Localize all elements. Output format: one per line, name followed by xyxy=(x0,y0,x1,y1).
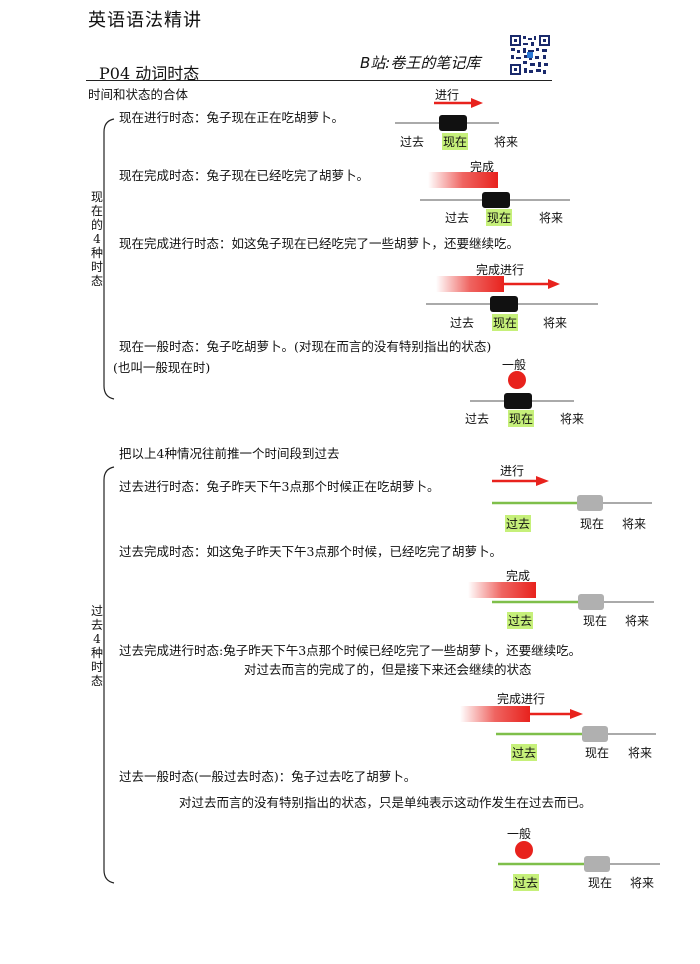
past-simple-past-label: 过去 xyxy=(513,874,540,891)
present-perfect-future-label: 将来 xyxy=(539,211,564,225)
past-simple-text: 过去一般时态(一般过去时态)：兔子过去吃了胡萝卜。 xyxy=(119,769,417,784)
past-progressive-text: 过去进行时态：兔子昨天下午3点那个时候正在吃胡萝卜。 xyxy=(119,479,440,494)
present-perfect-diagram-label: 完成 xyxy=(470,160,495,174)
present-perfect-timeline xyxy=(420,172,570,208)
past-perfect-diagram-label: 完成 xyxy=(506,569,531,583)
present-simple-alias: (也叫一般现在时) xyxy=(113,360,211,375)
past-simple-diagram-label: 一般 xyxy=(507,827,532,841)
present-progressive-now-label: 现在 xyxy=(442,133,469,150)
past-perfect-progressive-now-label: 现在 xyxy=(585,746,610,760)
past-perfect-now-label: 现在 xyxy=(583,614,608,628)
qr-code-image xyxy=(509,34,551,76)
past-group-brace xyxy=(103,466,115,884)
present-perfect-progressive-timeline xyxy=(426,276,598,312)
present-progressive-future-label: 将来 xyxy=(494,135,519,149)
present-perfect-progressive-future-label: 将来 xyxy=(543,316,568,330)
past-perfect-text: 过去完成时态：如这兔子昨天下午3点那个时候，已经吃完了胡萝卜。 xyxy=(119,544,502,559)
past-perfect-future-label: 将来 xyxy=(625,614,650,628)
present-perfect-now-label: 现在 xyxy=(486,209,513,226)
present-simple-future-label: 将来 xyxy=(560,412,585,426)
present-progressive-past-label: 过去 xyxy=(400,135,425,149)
present-simple-past-label: 过去 xyxy=(465,412,490,426)
past-perfect-progressive-past-label: 过去 xyxy=(511,744,538,761)
present-progressive-diagram-label: 进行 xyxy=(435,88,460,102)
present-perfect-progressive-diagram-label: 完成进行 xyxy=(476,263,525,277)
present-perfect-progressive-text: 现在完成进行时态：如这兔子现在已经吃完了一些胡萝卜，还要继续吃。 xyxy=(119,236,520,251)
present-perfect-text: 现在完成时态：兔子现在已经吃完了胡萝卜。 xyxy=(119,168,370,183)
present-simple-timeline xyxy=(470,371,574,409)
past-progressive-now-label: 现在 xyxy=(580,517,605,531)
present-simple-now-label: 现在 xyxy=(508,410,535,427)
present-perfect-progressive-now-label: 现在 xyxy=(492,314,519,331)
past-perfect-progressive-note: 对过去而言的完成了的，但是接下来还会继续的状态 xyxy=(244,662,532,677)
page-title: P04 动词时态 xyxy=(99,64,200,83)
past-simple-now-label: 现在 xyxy=(588,876,613,890)
past-simple-note: 对过去而言的没有特别指出的状态，只是单纯表示这动作发生在过去而已。 xyxy=(179,795,592,810)
header-divider xyxy=(86,80,552,81)
present-group-brace xyxy=(103,118,115,400)
present-progressive-text: 现在进行时态：兔子现在正在吃胡萝卜。 xyxy=(119,110,345,125)
intro-text: 时间和状态的合体 xyxy=(88,87,189,102)
present-perfect-progressive-past-label: 过去 xyxy=(450,316,475,330)
present-perfect-past-label: 过去 xyxy=(445,211,470,225)
present-simple-diagram-label: 一般 xyxy=(502,358,527,372)
past-perfect-progressive-timeline xyxy=(460,706,656,742)
present-group-label: 现在的4种时态 xyxy=(90,190,103,288)
document-title: 英语语法精讲 xyxy=(88,10,202,31)
past-progressive-past-label: 过去 xyxy=(505,515,532,532)
past-group-label: 过去4种时态 xyxy=(90,604,103,688)
past-perfect-progressive-text: 过去完成进行时态:兔子昨天下午3点那个时候已经吃完了一些胡萝卜，还要继续吃。 xyxy=(119,643,582,658)
past-perfect-timeline xyxy=(468,582,654,610)
past-perfect-past-label: 过去 xyxy=(507,612,534,629)
past-perfect-progressive-diagram-label: 完成进行 xyxy=(497,692,546,706)
transition-text: 把以上4种情况往前推一个时间段到过去 xyxy=(119,446,340,461)
past-progressive-diagram-label: 进行 xyxy=(500,464,525,478)
past-simple-future-label: 将来 xyxy=(630,876,655,890)
past-simple-timeline xyxy=(498,841,660,872)
present-simple-text: 现在一般时态：兔子吃胡萝卜。(对现在而言的没有特别指出的状态) xyxy=(119,339,492,354)
past-progressive-future-label: 将来 xyxy=(622,517,647,531)
present-progressive-timeline xyxy=(395,98,499,131)
past-perfect-progressive-future-label: 将来 xyxy=(628,746,653,760)
past-progressive-timeline xyxy=(492,476,652,511)
bilibili-channel-label: B站:卷王的笔记库 xyxy=(360,54,481,72)
